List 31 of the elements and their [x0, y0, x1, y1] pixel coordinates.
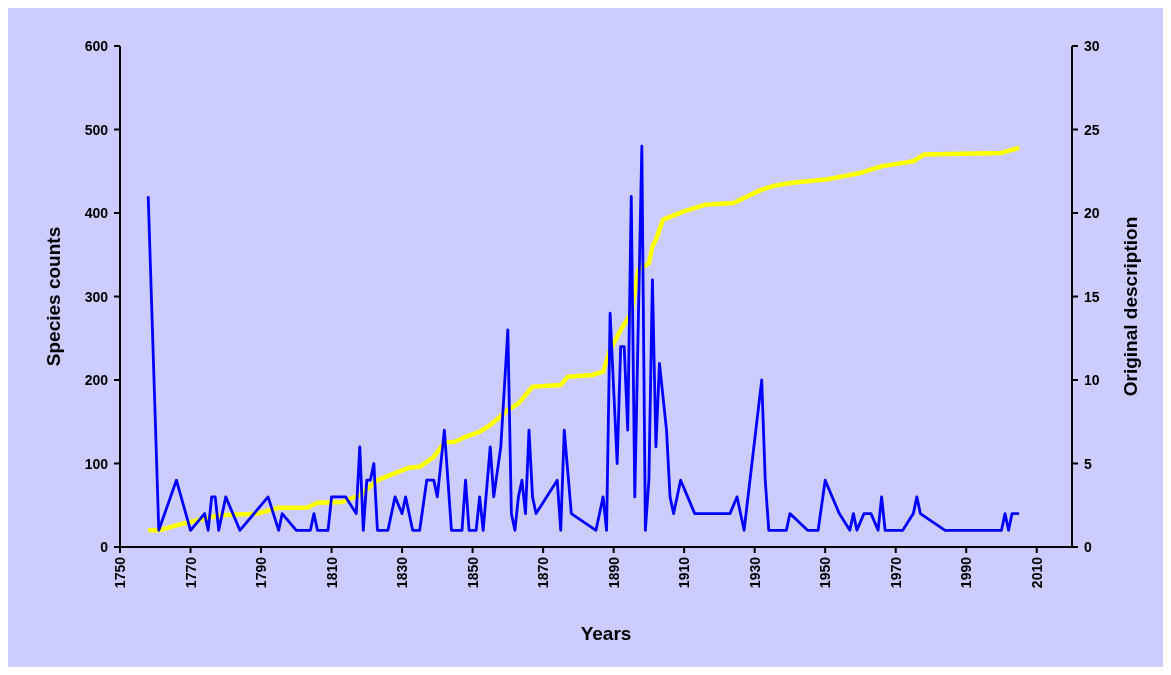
y-tick-label: 300 [84, 288, 109, 305]
x-tick-label: 1850 [464, 556, 481, 589]
y-axis-title: Species counts [43, 226, 64, 367]
y2-tick-label: 0 [1084, 539, 1092, 555]
x-axis-title: Years [580, 623, 632, 644]
x-tick-label: 1810 [323, 556, 340, 589]
x-tick-label: 1890 [605, 556, 622, 589]
x-tick-label: 1770 [182, 556, 199, 589]
y2-tick-label: 30 [1084, 38, 1100, 54]
x-tick-label: 1790 [253, 556, 270, 589]
y2-tick-label: 10 [1084, 372, 1100, 388]
x-tick-label: 2010 [1028, 556, 1045, 589]
y-tick-label: 0 [100, 539, 109, 555]
x-tick-label: 1910 [676, 556, 693, 589]
y-tick-label: 200 [84, 372, 109, 388]
x-tick-label: 1990 [958, 556, 975, 589]
x-tick-label: 1870 [535, 556, 552, 589]
x-tick-label: 1970 [887, 556, 904, 589]
x-tick-label: 1830 [394, 556, 411, 589]
y2-tick-label: 25 [1084, 121, 1100, 138]
y2-tick-label: 15 [1084, 288, 1100, 305]
x-tick-label: 1930 [746, 556, 763, 589]
y-tick-label: 100 [84, 455, 109, 472]
y-tick-label: 500 [84, 121, 109, 138]
y2-axis-title: Original description [1120, 216, 1141, 397]
x-tick-label: 1950 [817, 556, 834, 589]
y2-tick-label: 20 [1084, 205, 1100, 221]
y2-tick-label: 5 [1084, 455, 1092, 472]
x-tick-label: 1750 [112, 556, 128, 589]
y-tick-label: 400 [84, 205, 109, 221]
y-tick-label: 600 [84, 38, 109, 54]
